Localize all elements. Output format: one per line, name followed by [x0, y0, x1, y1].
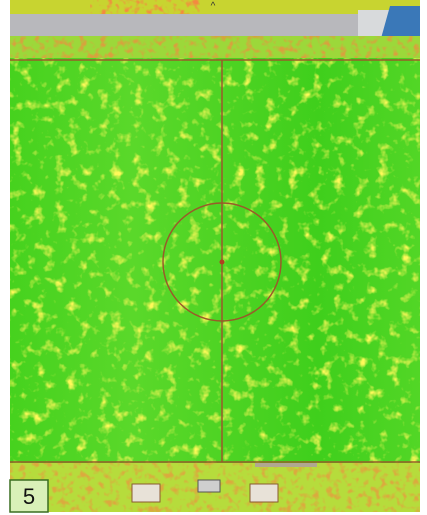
bench-strip: [255, 463, 317, 467]
border-stress: [10, 36, 420, 58]
road: [10, 14, 358, 36]
shed-left: [132, 484, 160, 502]
image-label: 5: [23, 484, 35, 509]
field-texture: [10, 0, 420, 512]
cart: [198, 480, 220, 492]
top-vegetation-stress: [90, 0, 200, 14]
shed-right: [250, 484, 278, 502]
photo: ^: [10, 0, 420, 512]
ndvi-field-image: ^ 5: [0, 0, 427, 515]
center-spot: [220, 260, 225, 265]
top-caret: ^: [211, 1, 216, 12]
